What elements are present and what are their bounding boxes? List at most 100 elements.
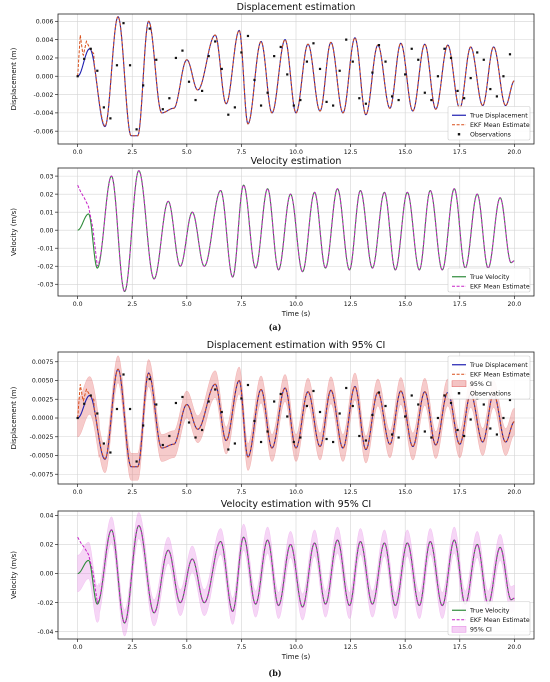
observation-point xyxy=(227,448,230,451)
y-tick-label: 0.02 xyxy=(40,542,54,549)
observation-point xyxy=(201,428,204,432)
observation-point xyxy=(96,412,99,415)
observation-point xyxy=(240,397,243,400)
observation-point xyxy=(279,392,282,396)
y-tick-label: -0.006 xyxy=(34,128,54,135)
legend-label: Observations xyxy=(470,390,511,397)
observation-point xyxy=(332,440,335,444)
observation-point xyxy=(371,413,374,417)
observation-point xyxy=(318,410,322,414)
chart-displacement-estimation-ci: 0.0 2.5 5.0 7.5 10.0 12.5 15.0 17.5 20.0 -0.0075 -… xyxy=(10,340,535,496)
observation-point xyxy=(371,71,374,74)
observation-point xyxy=(430,98,433,102)
observation-point xyxy=(404,415,407,418)
observation-point xyxy=(115,64,119,67)
x-tick-label: 7.5 xyxy=(236,489,246,496)
legend-box xyxy=(447,355,531,400)
x-tick-label: 5.0 xyxy=(182,489,192,496)
y-tick-label: 0.0025 xyxy=(32,396,54,403)
y-tick-label: -0.0075 xyxy=(30,471,54,478)
observation-point xyxy=(109,451,112,454)
y-tick-label: 0.0075 xyxy=(32,359,54,366)
y-tick-label: 0.000 xyxy=(36,73,54,80)
y-tick-label: -0.03 xyxy=(37,281,53,288)
observation-point xyxy=(233,106,236,109)
observation-point xyxy=(423,91,426,94)
y-tick-label: -0.02 xyxy=(37,600,53,607)
observation-point xyxy=(332,104,335,107)
y-tick-label: 0.0050 xyxy=(32,378,54,385)
observation-point xyxy=(194,98,197,102)
observation-point xyxy=(449,56,453,60)
x-tick-label: 17.5 xyxy=(453,149,467,156)
legend-label: True Velocity xyxy=(469,607,510,614)
observation-point xyxy=(305,404,309,408)
y-tick-label: -0.02 xyxy=(37,263,53,270)
observation-point xyxy=(207,400,210,403)
y-tick-label: -0.01 xyxy=(37,245,53,252)
x-tick-label: 17.5 xyxy=(453,301,467,308)
chart-velocity-estimation-ci: 0.0 2.5 5.0 7.5 10.0 12.5 15.0 17.5 20.0 -0.04 -0.… xyxy=(10,499,535,661)
observation-point xyxy=(397,436,400,439)
observation-point xyxy=(318,67,322,71)
panel-label-a: (a) xyxy=(269,322,282,332)
x-tick-label: 12.5 xyxy=(344,301,358,308)
observation-point xyxy=(423,430,426,433)
x-tick-label: 12.5 xyxy=(344,489,358,496)
observation-point xyxy=(417,58,420,61)
observation-point xyxy=(76,416,79,420)
y-tick-label: 0.002 xyxy=(36,55,54,62)
observation-point xyxy=(187,80,191,83)
legend-label: True Displacement xyxy=(469,362,528,369)
x-tick-label: 2.5 xyxy=(127,301,137,308)
observation-point xyxy=(102,442,105,445)
observation-point xyxy=(312,389,315,393)
chart-title: Velocity estimation xyxy=(251,156,342,167)
observation-point xyxy=(358,97,361,100)
observation-point xyxy=(508,398,512,402)
observation-point xyxy=(102,106,105,109)
x-tick-label: 0.0 xyxy=(73,149,83,156)
x-tick-label: 2.5 xyxy=(127,149,137,156)
observation-point xyxy=(489,427,492,430)
observation-point xyxy=(502,75,505,78)
chart-title: Displacement estimation with 95% CI xyxy=(207,340,386,351)
observation-point xyxy=(351,60,354,63)
y-tick-label: 0.04 xyxy=(40,513,54,520)
observation-point xyxy=(351,404,354,408)
legend-label: EKF Mean Estimate xyxy=(470,371,530,378)
y-tick-label: 0.03 xyxy=(40,173,54,180)
x-tick-label: 2.5 xyxy=(127,489,137,496)
plot-layer xyxy=(77,170,515,292)
legend: True Displacement EKF Mean Estimate 95% CI… xyxy=(447,355,531,400)
observation-point xyxy=(214,40,217,43)
legend-swatch-marker xyxy=(457,392,461,395)
observation-point xyxy=(299,98,302,102)
legend-label: EKF Mean Estimate xyxy=(470,283,530,290)
observation-point xyxy=(122,22,125,25)
observation-point xyxy=(345,38,348,41)
observation-point xyxy=(142,84,145,87)
observation-point xyxy=(220,410,223,414)
x-tick-label: 2.5 xyxy=(127,644,137,651)
legend: True Velocity EKF Mean Estimate xyxy=(447,267,531,293)
y-tick-label: 0.004 xyxy=(36,37,54,44)
observation-point xyxy=(463,434,466,438)
observation-point xyxy=(246,34,250,38)
observation-point xyxy=(384,60,387,63)
x-tick-label: 20.0 xyxy=(507,301,521,308)
observation-point xyxy=(266,430,269,433)
observation-point xyxy=(443,47,446,50)
x-tick-label: 15.0 xyxy=(398,644,412,651)
observation-point xyxy=(312,42,315,45)
observation-point xyxy=(168,97,171,100)
observation-point xyxy=(253,78,256,82)
observation-point xyxy=(89,394,92,397)
observation-point xyxy=(148,377,151,381)
y-tick-label: 0.02 xyxy=(40,191,54,198)
y-axis-label: Displacement (m) xyxy=(10,386,18,449)
observation-point xyxy=(449,401,453,405)
x-tick-label: 10.0 xyxy=(289,301,303,308)
x-tick-label: 7.5 xyxy=(236,644,246,651)
observation-point xyxy=(286,415,289,418)
